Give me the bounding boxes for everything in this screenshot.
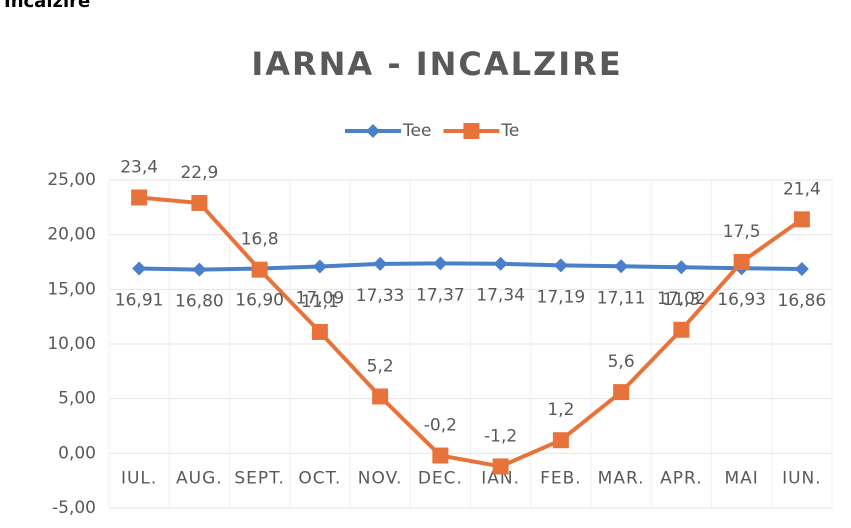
x-tick-label: FEB. <box>540 468 582 488</box>
x-tick-label: IUL. <box>121 468 157 488</box>
x-tick-label: APR. <box>660 468 703 488</box>
data-point <box>493 256 508 271</box>
legend-marker <box>366 124 380 138</box>
x-tick-label: SEPT. <box>234 468 285 488</box>
data-point <box>553 258 568 273</box>
data-label: 17,02 <box>657 289 706 309</box>
data-point <box>613 384 630 401</box>
data-point <box>373 256 388 271</box>
data-point <box>673 321 690 338</box>
x-tick-label: NOV. <box>358 468 403 488</box>
data-point <box>132 261 147 276</box>
legend-label: Tee <box>402 121 431 141</box>
legend-marker <box>463 123 480 139</box>
data-point <box>794 261 809 276</box>
data-label: 5,2 <box>367 356 394 376</box>
data-label: 16,91 <box>115 290 164 310</box>
data-label: 1,2 <box>547 400 574 420</box>
y-tick-label: 0,00 <box>58 443 96 463</box>
data-point <box>312 259 327 274</box>
data-label: 22,9 <box>180 163 218 183</box>
data-label: 16,80 <box>175 292 224 312</box>
data-point <box>372 388 389 405</box>
data-label: 16,90 <box>235 291 284 311</box>
data-label: -0,2 <box>424 416 457 436</box>
page-heading: Incalzire <box>4 0 90 12</box>
data-point <box>614 259 629 274</box>
x-tick-label: DEC. <box>418 468 463 488</box>
x-tick-label: IAN. <box>481 468 520 488</box>
data-label: 17,09 <box>296 288 345 308</box>
data-point <box>793 211 810 228</box>
data-label: 16,8 <box>241 230 279 250</box>
data-point <box>492 458 509 475</box>
series-line <box>139 261 802 272</box>
chart-title: IARNA - INCALZIRE <box>251 45 622 83</box>
data-point <box>432 447 449 464</box>
data-label: 16,86 <box>778 291 827 311</box>
data-point <box>131 189 148 206</box>
legend-label: Te <box>500 121 519 141</box>
data-label: 17,11 <box>597 288 646 308</box>
data-label: 23,4 <box>120 157 158 177</box>
x-tick-label: MAI <box>724 468 758 488</box>
data-point <box>191 194 208 211</box>
data-label: 17,37 <box>416 285 465 305</box>
data-point <box>311 323 328 340</box>
x-tick-label: MAR. <box>598 468 645 488</box>
x-tick-label: IUN. <box>782 468 822 488</box>
data-label: 11,1 <box>301 292 339 312</box>
x-tick-label: AUG. <box>176 468 223 488</box>
data-point <box>552 432 569 449</box>
y-tick-label: 5,00 <box>58 389 96 409</box>
y-tick-label: 25,00 <box>47 170 96 190</box>
y-tick-label: -5,00 <box>52 498 96 518</box>
data-label: 21,4 <box>783 179 821 199</box>
data-point <box>674 260 689 275</box>
data-point <box>192 262 207 277</box>
y-tick-label: 20,00 <box>47 225 96 245</box>
data-point <box>733 254 750 270</box>
data-label: 16,93 <box>717 290 766 310</box>
x-tick-label: OCT. <box>298 468 341 488</box>
data-label: -1,2 <box>484 426 517 446</box>
data-label: 11,3 <box>662 290 700 310</box>
data-label: 17,5 <box>723 222 761 242</box>
data-point <box>433 256 448 271</box>
series-line <box>138 195 804 469</box>
y-tick-label: 10,00 <box>47 334 96 354</box>
y-tick-label: 15,00 <box>47 279 96 299</box>
data-label: 17,33 <box>356 286 405 306</box>
data-label: 17,34 <box>476 286 525 306</box>
data-label: 5,6 <box>608 352 635 372</box>
data-point <box>251 261 268 278</box>
data-label: 17,19 <box>537 287 586 307</box>
